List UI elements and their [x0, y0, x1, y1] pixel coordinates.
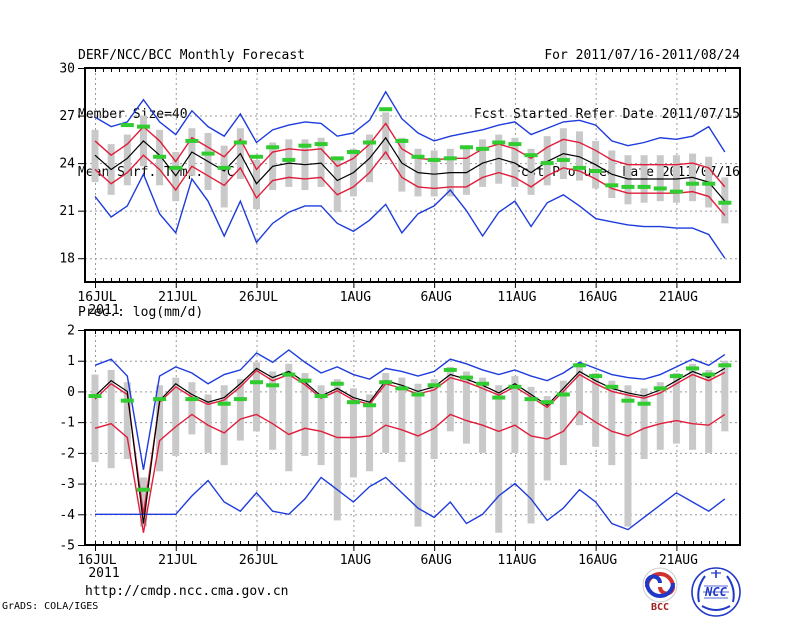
- x-tick-label: 11AUG: [497, 290, 536, 305]
- y-tick-label: -5: [59, 539, 75, 554]
- ensemble-max-line: [94, 349, 726, 470]
- observation-dashes: [88, 363, 732, 492]
- precip-chart-title: Prec.: log(mm/d): [78, 305, 204, 320]
- ncc-logo-globe-lines: [703, 585, 729, 599]
- ensemble-mean-line: [94, 136, 726, 202]
- minor-ticks: [95, 69, 726, 281]
- ensemble-min-line: [95, 476, 726, 531]
- y-tick-label: 18: [59, 252, 75, 267]
- minor-ticks: [95, 331, 726, 544]
- plot-frame: [84, 67, 741, 283]
- member-spread-bars: [91, 360, 729, 533]
- x-tick-label: 21AUG: [659, 553, 698, 568]
- bcc-logo-text: BCC: [651, 602, 669, 613]
- x-tick-label: 26JUL: [239, 290, 278, 305]
- x-tick-label: 11AUG: [497, 553, 536, 568]
- fcst-started-label: Fcst Started Refer Date 2011/07/15: [473, 106, 740, 122]
- mean-plus-sd-line: [94, 369, 726, 515]
- ncc-logo-base-arc: [701, 605, 731, 611]
- observation-dashes: [120, 107, 732, 205]
- x-tick-label: 1AUG: [340, 553, 371, 568]
- y-tick-label: 2: [67, 324, 75, 339]
- bcc-logo: BCC: [642, 567, 678, 613]
- ncc-logo-wheat-right-icon: [726, 575, 735, 603]
- year-label: 2011: [88, 566, 119, 581]
- forecast-range-label: For 2011/07/16-2011/08/24: [544, 48, 740, 63]
- x-tick-label: 16JUL: [77, 290, 116, 305]
- x-tick-label: 6AUG: [420, 553, 451, 568]
- x-tick-label: 26JUL: [239, 553, 278, 568]
- y-tick-label: 30: [59, 62, 75, 77]
- mean-minus-sd-line: [94, 410, 726, 533]
- x-tick-label: 16AUG: [578, 553, 617, 568]
- x-tick-label: 21AUG: [659, 290, 698, 305]
- temperature-chart: 30 27 24 21 18 16JUL 21JUL 26JUL 1AUG 6AUG 11AUG 16…: [59, 62, 741, 318]
- ncc-logo-text: NCC: [704, 585, 727, 599]
- source-url-link[interactable]: http://cmdp.ncc.cma.gov.cn: [85, 584, 289, 599]
- year-label: 2011: [88, 303, 119, 318]
- ensemble-min-line: [94, 172, 726, 259]
- ensemble-max-line: [94, 90, 726, 153]
- x-tick-label: 16AUG: [578, 290, 617, 305]
- mean-plus-sd-line: [94, 122, 726, 188]
- plot-frame: [84, 329, 741, 546]
- y-tick-label: -4: [59, 508, 75, 523]
- ensemble-mean-line: [94, 367, 726, 524]
- x-tick-label: 16JUL: [77, 553, 116, 568]
- ncc-logo-wheat-left-icon: [697, 575, 706, 603]
- y-tick-label: 1: [67, 354, 75, 369]
- grads-credit: GrADS: COLA/IGES: [2, 601, 99, 612]
- page-title: DERF/NCC/BCC Monthly Forecast: [78, 48, 305, 63]
- y-tick-label: -2: [59, 446, 75, 461]
- x-tick-label: 6AUG: [420, 290, 451, 305]
- y-tick-label: 21: [59, 204, 75, 219]
- x-tick-label: 21JUL: [158, 290, 197, 305]
- axis-labels: 30 27 24 21 18 16JUL 21JUL 26JUL 1AUG 6AUG 11AUG 16…: [59, 62, 698, 306]
- y-tick-label: 0: [67, 385, 75, 400]
- y-tick-label: 24: [59, 157, 75, 172]
- x-tick-label: 21JUL: [158, 553, 197, 568]
- y-tick-label: 27: [59, 109, 75, 124]
- bcc-logo-blue-swirl-icon: [644, 574, 675, 598]
- x-tick-label: 1AUG: [340, 290, 371, 305]
- logo-group: BCC NCC: [634, 566, 742, 618]
- y-tick-label: -1: [59, 416, 75, 431]
- y-tick-label: -3: [59, 477, 75, 492]
- mean-minus-sd-line: [94, 150, 726, 216]
- ncc-logo: NCC: [691, 567, 741, 617]
